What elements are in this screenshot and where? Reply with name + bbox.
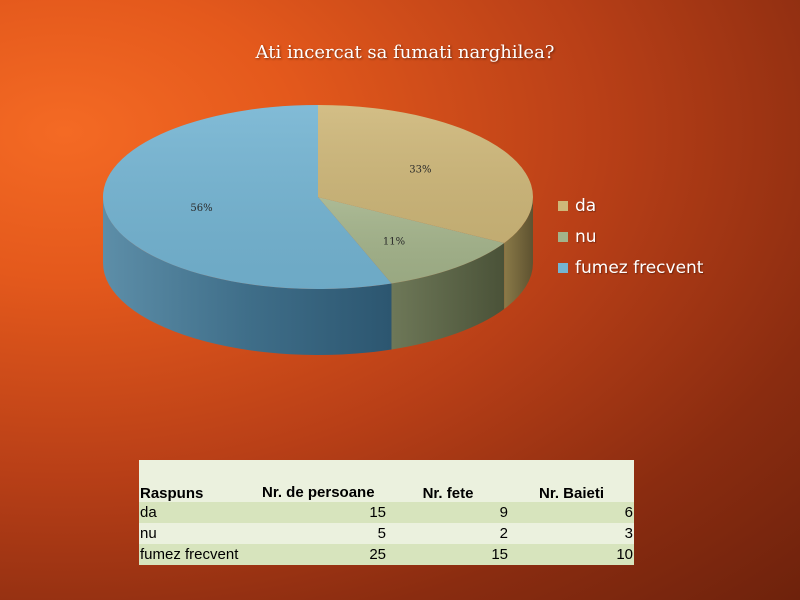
- header-nr-fete: Nr. fete: [422, 485, 474, 502]
- table-row: fumez frecvent 25 15 10: [139, 544, 634, 565]
- cell-raspuns: da: [140, 504, 157, 521]
- cell-fete: 15: [491, 546, 508, 563]
- cell-persoane: 5: [377, 525, 386, 542]
- chart-title: Ati incercat sa fumati narghilea?: [255, 42, 555, 63]
- data-table: Raspuns Nr. de persoane Nr. fete Nr. Bai…: [139, 460, 634, 565]
- pie-side-nu: [391, 243, 505, 350]
- legend-label-da: da: [575, 196, 597, 216]
- legend-swatch-nu: [558, 232, 568, 242]
- pie-slice-shade-fumez-frecvent: [102, 104, 392, 289]
- pie-side-da: [504, 197, 533, 309]
- cell-fete: 9: [499, 504, 508, 521]
- pie-side-fumez-frecvent: [103, 197, 392, 355]
- header-nr-baieti: Nr. Baieti: [538, 485, 605, 502]
- cell-persoane: 25: [369, 546, 386, 563]
- table-row: nu 5 2 3: [139, 523, 634, 544]
- pie-slice-shade-da: [318, 105, 534, 243]
- data-label-da: 33%: [409, 164, 431, 175]
- legend-label-fumez-frecvent: fumez frecvent: [575, 258, 704, 278]
- pie-slice-shade-nu: [318, 197, 505, 284]
- cell-baieti: 6: [624, 504, 633, 521]
- legend-swatch-da: [558, 201, 568, 211]
- header-raspuns: Raspuns: [140, 485, 204, 502]
- cell-fete: 2: [499, 525, 508, 542]
- legend-label-nu: nu: [575, 227, 597, 247]
- table-row: da 15 9 6: [139, 502, 634, 523]
- legend-item-da: da: [558, 194, 596, 218]
- data-label-fumez-frecvent: 56%: [190, 203, 212, 214]
- cell-raspuns: fumez frecvent: [140, 546, 239, 563]
- header-nr-persoane: Nr. de persoane: [262, 484, 375, 501]
- cell-baieti: 3: [624, 525, 633, 542]
- table-header-row: Raspuns Nr. de persoane Nr. fete Nr. Bai…: [139, 460, 634, 502]
- cell-raspuns: nu: [140, 525, 157, 542]
- data-label-nu: 11%: [383, 237, 405, 248]
- legend-item-fumez-frecvent: fumez frecvent: [558, 256, 703, 280]
- legend-swatch-fumez-frecvent: [558, 263, 568, 273]
- legend-item-nu: nu: [558, 225, 597, 249]
- cell-persoane: 15: [369, 504, 386, 521]
- cell-baieti: 10: [616, 546, 633, 563]
